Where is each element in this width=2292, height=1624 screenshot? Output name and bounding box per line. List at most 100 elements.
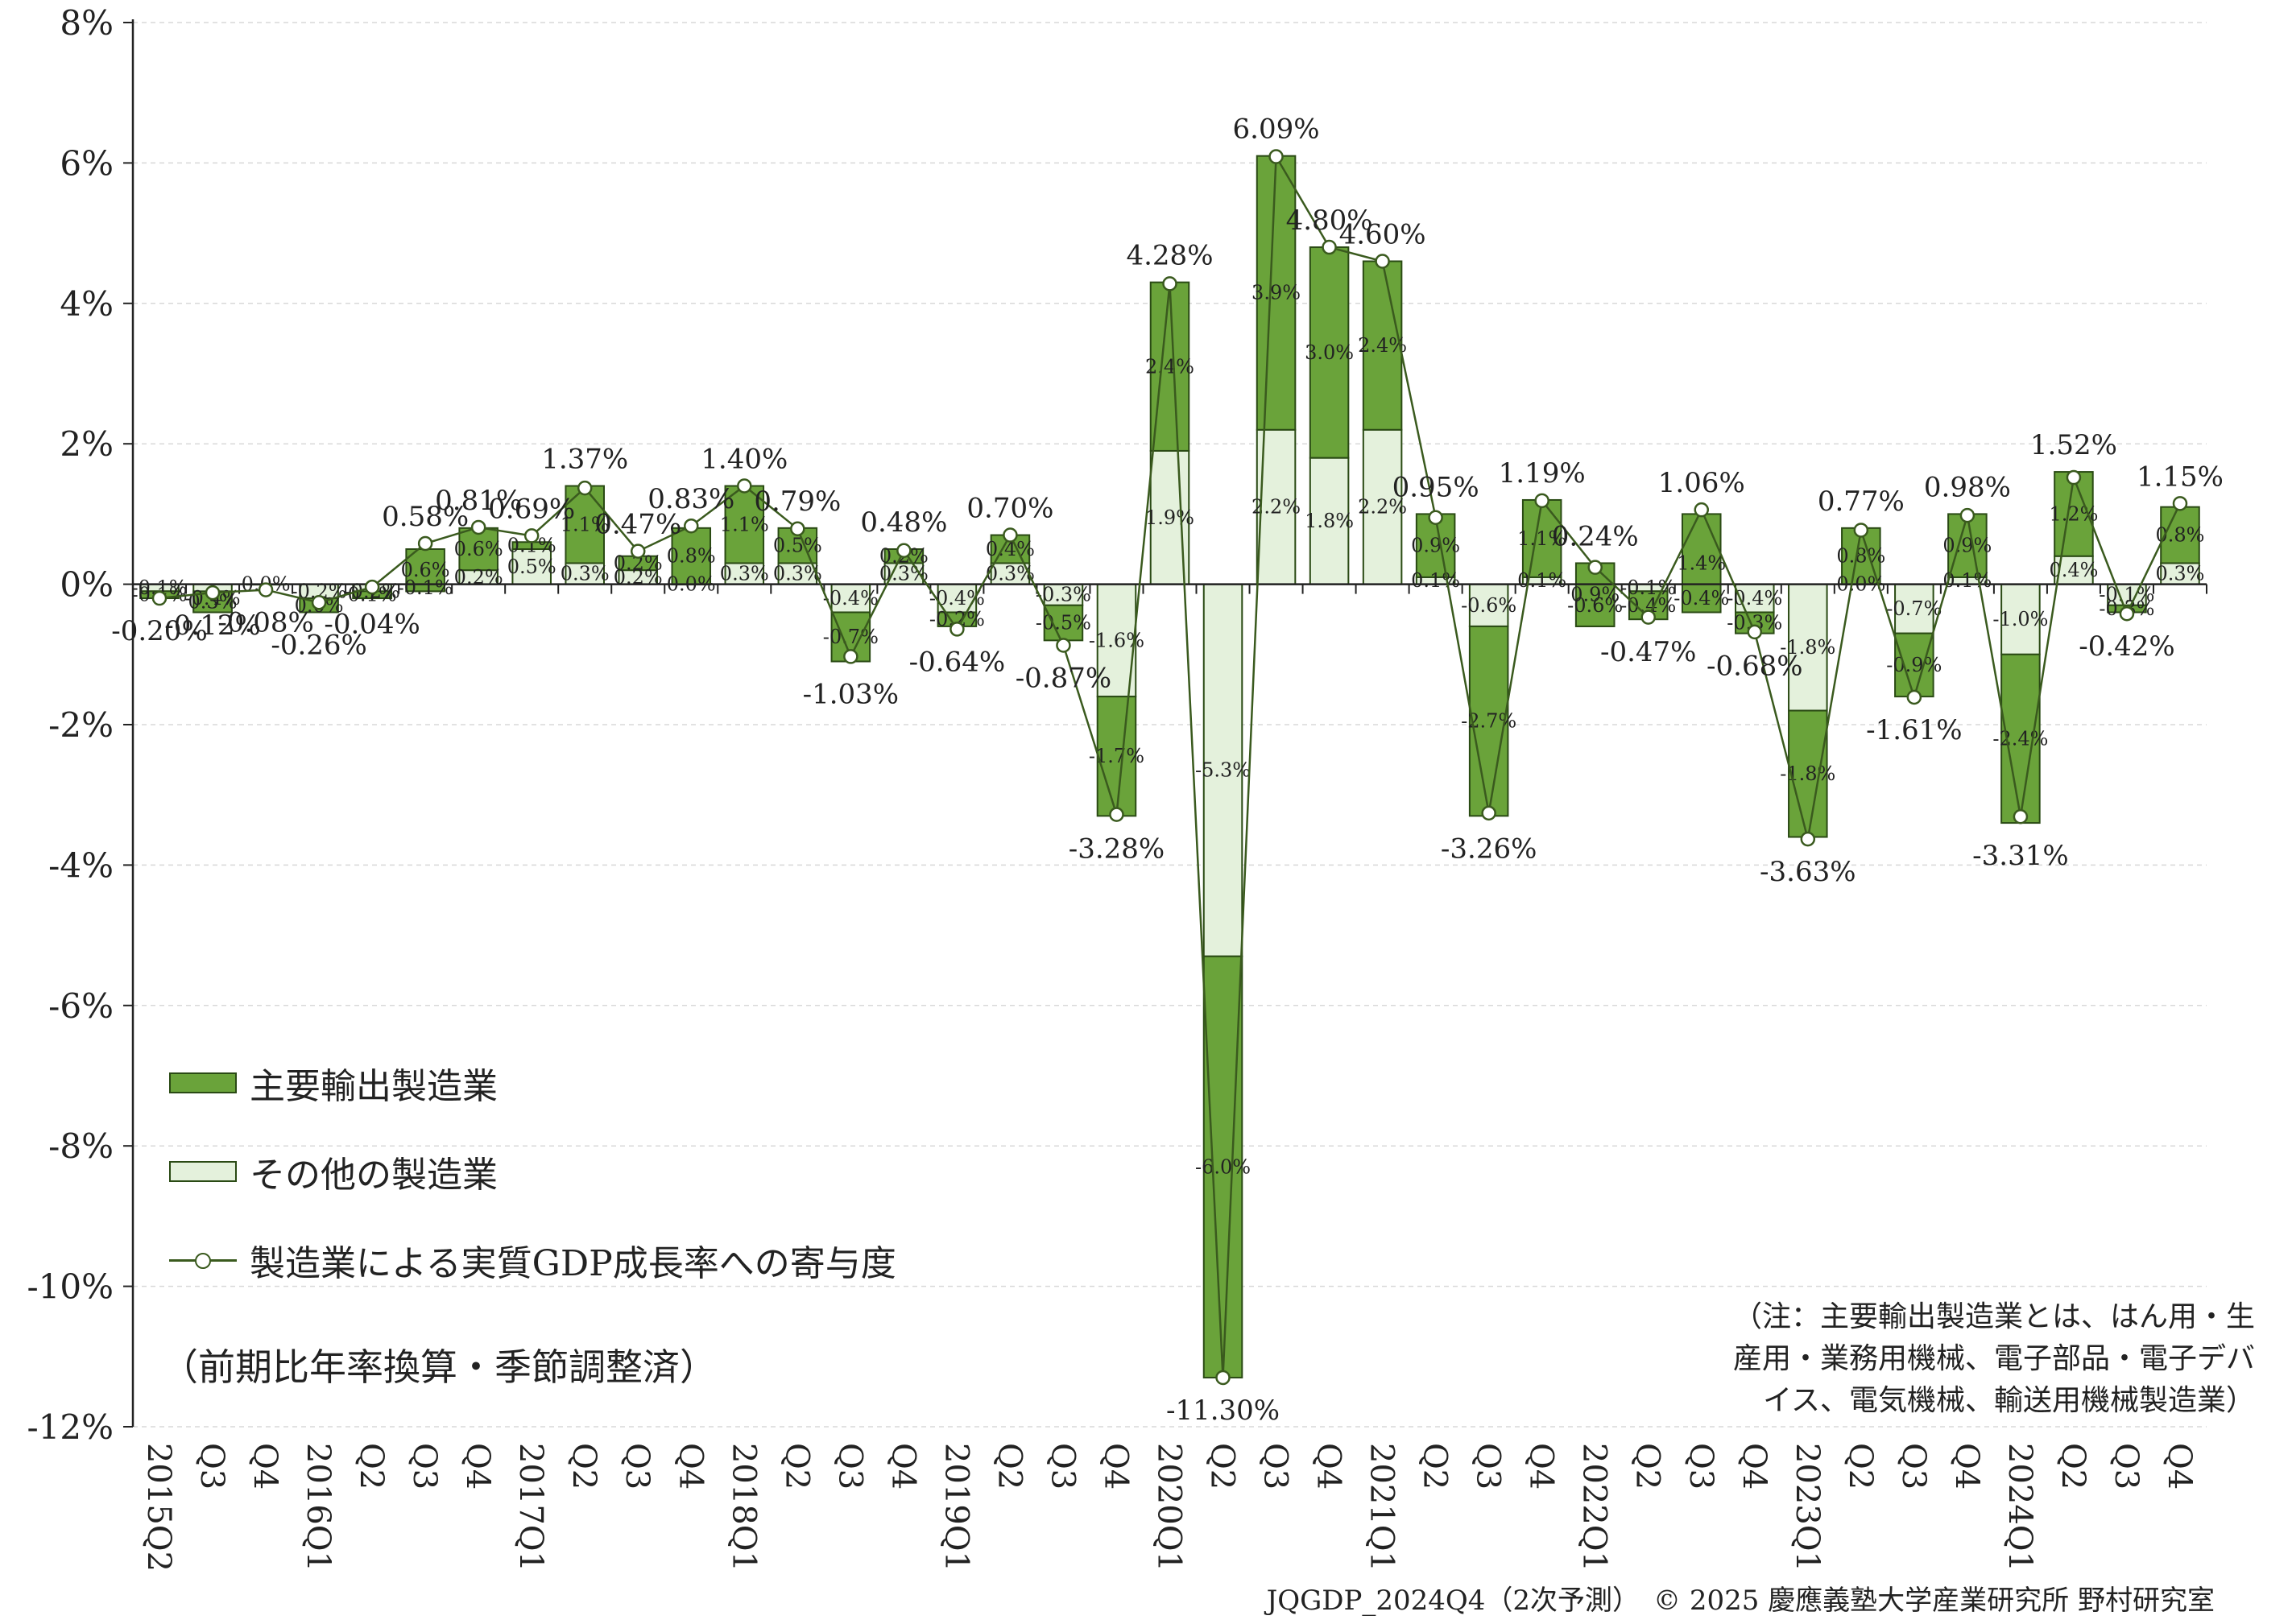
legend-label-major-export: 主要輸出製造業 [250, 1066, 498, 1107]
bar-label-major: 0.8% [2155, 524, 2204, 547]
x-tick-label: 2023Q1 [1789, 1443, 1826, 1572]
contribution-point [364, 579, 380, 595]
y-tick-label: 8% [60, 3, 114, 43]
bar-label-major: 3.0% [1305, 341, 1354, 364]
bar-label-other: -1.0% [1992, 608, 2048, 630]
contribution-point [790, 521, 805, 536]
bar-label-major: 0.6% [454, 538, 503, 560]
x-tick-label: 2015Q2 [140, 1443, 177, 1572]
x-tick-label: Q3 [1257, 1443, 1294, 1490]
x-tick-label: Q4 [459, 1443, 496, 1490]
contribution-label: 4.60% [1339, 218, 1426, 250]
x-tick-label: Q4 [1097, 1443, 1134, 1490]
x-tick-label: Q4 [2161, 1443, 2198, 1490]
bar-major-export [1256, 155, 1297, 431]
x-tick-label: Q4 [246, 1443, 283, 1490]
bar-other-manufacturing [511, 548, 552, 585]
contribution-point [470, 519, 486, 535]
legend-label-contribution: 製造業による実質GDP成長率への寄与度 [250, 1243, 896, 1284]
bar-label-other: -5.3% [1195, 759, 1251, 782]
footnote-line: イス、電気機械、輸送用機械製造業） [1763, 1384, 2255, 1417]
y-tick-label: 0% [60, 565, 114, 605]
contribution-label: 1.19% [1499, 457, 1586, 490]
contribution-point [2066, 469, 2082, 486]
bar-label-other: -0.4% [1727, 587, 1782, 610]
contribution-point [1375, 254, 1390, 269]
bar-label-major: 0.8% [667, 545, 716, 568]
contribution-label: 0.77% [1818, 486, 1905, 518]
contribution-label: -0.68% [1707, 651, 1803, 683]
bar-label-other: 1.8% [1305, 510, 1354, 532]
contribution-label: -0.42% [2079, 630, 2175, 663]
contribution-point [1109, 807, 1124, 822]
contribution-point [843, 649, 858, 664]
bar-label-other: -0.4% [1673, 587, 1729, 610]
contribution-point [896, 543, 912, 558]
y-tick-label: -2% [48, 705, 114, 745]
bar-label-other: -1.8% [1780, 636, 1835, 659]
x-tick-label: Q3 [406, 1443, 443, 1490]
y-tick-label: -10% [27, 1267, 114, 1307]
contribution-label: -3.28% [1069, 833, 1165, 865]
contribution-point [1162, 276, 1177, 291]
contribution-label: 0.95% [1392, 471, 1479, 503]
footnote-line: （注：主要輸出製造業とは、はん用・生 [1732, 1300, 2255, 1333]
bar-label-major: 1.1% [1517, 527, 1566, 550]
x-tick-label: Q2 [1417, 1443, 1454, 1490]
x-tick-label: Q4 [1523, 1443, 1560, 1490]
contribution-label: -0.04% [324, 608, 420, 640]
x-tick-label: Q2 [1204, 1443, 1241, 1490]
bar-label-other: -0.1% [2099, 584, 2154, 606]
bar-label-major: 0.9% [1411, 535, 1460, 557]
bar-major-export [1096, 696, 1137, 817]
bar-label-other: 0.3% [720, 563, 769, 585]
contribution-point [577, 480, 593, 496]
bar-label-other: 0.5% [507, 556, 556, 578]
legend: 主要輸出製造業 その他の製造業 製造業による実質GDP成長率への寄与度 [169, 1039, 896, 1304]
contribution-label: -1.03% [803, 679, 900, 711]
x-tick-label: Q3 [193, 1443, 230, 1490]
bar-label-other: -0.4% [823, 587, 879, 610]
legend-item-major-export: 主要輸出製造業 [169, 1039, 896, 1127]
contribution-point [205, 585, 221, 601]
contribution-point [1428, 510, 1443, 526]
x-tick-label: Q4 [1948, 1443, 1985, 1490]
contribution-point [1800, 831, 1816, 847]
bar-other-manufacturing [1362, 428, 1403, 585]
x-tick-label: Q3 [619, 1443, 656, 1490]
bar-label-other: 2.2% [1251, 496, 1301, 519]
contribution-label: 1.15% [2137, 461, 2224, 493]
contribution-point [1906, 689, 1922, 705]
legend-item-contribution: 製造業による実質GDP成長率への寄与度 [169, 1216, 896, 1304]
basis-note: （前期比年率換算・季節調整済） [161, 1345, 717, 1389]
contribution-label: 1.06% [1658, 467, 1745, 499]
contribution-label: -0.12% [164, 610, 261, 642]
legend-swatch-other [169, 1161, 237, 1182]
bar-label-major: -6.0% [1195, 1155, 1251, 1178]
bar-label-major: 3.9% [1251, 282, 1301, 304]
bar-major-export [2054, 471, 2094, 557]
contribution-point [1747, 624, 1763, 640]
bar-label-major: -1.7% [1089, 745, 1144, 767]
bar-label-other: 0.3% [773, 563, 822, 585]
bar-label-other: 0.1% [1517, 569, 1566, 592]
bar-major-export [1521, 498, 1562, 578]
contribution-point [1587, 560, 1603, 575]
x-tick-label: Q3 [2108, 1443, 2145, 1490]
x-tick-label: Q2 [1842, 1443, 1879, 1490]
contribution-label: 4.80% [1286, 205, 1373, 237]
contribution-label: 0.81% [435, 485, 522, 517]
contribution-label: 6.09% [1233, 114, 1320, 146]
y-tick-label: 6% [60, 143, 114, 183]
bar-label-other: -0.7% [1886, 597, 1942, 620]
contribution-label: -0.64% [909, 646, 1006, 678]
y-tick-label: 4% [60, 284, 114, 324]
x-tick-label: Q3 [831, 1443, 868, 1490]
bar-major-export [2160, 506, 2200, 564]
x-tick-label: Q4 [672, 1443, 709, 1490]
contribution-label: 0.58% [382, 501, 469, 533]
bar-major-export [1681, 513, 1722, 614]
contribution-point [523, 528, 540, 543]
bar-label-other: -0.4% [929, 587, 985, 610]
